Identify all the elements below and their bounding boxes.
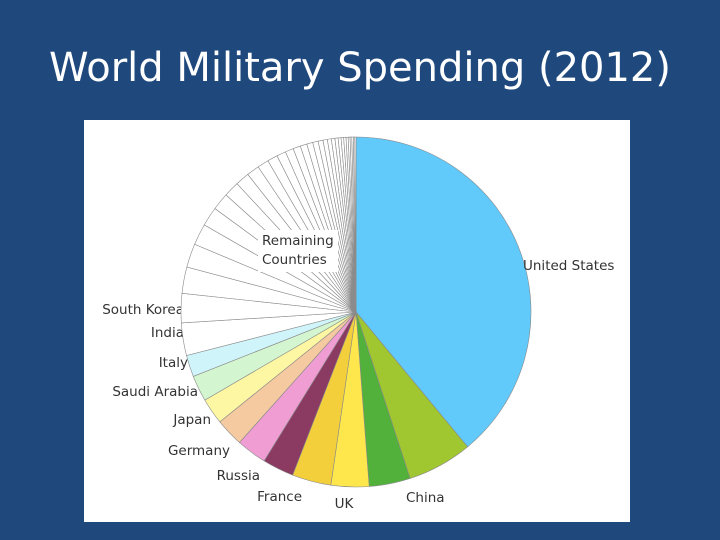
- slice-label-remaining-countries: Remaining Countries: [262, 233, 334, 268]
- slide-title: World Military Spending (2012): [49, 45, 671, 91]
- slice-label-united-states: United States: [523, 258, 614, 274]
- slice-label-japan: Japan: [172, 412, 211, 428]
- pie-slice-remaining-32: [354, 136, 357, 313]
- slice-label-france: France: [257, 489, 302, 505]
- slice-label-south-korea: South Korea: [102, 302, 184, 318]
- pie-chart: United States China UK France Russia Germany J…: [102, 136, 614, 512]
- slice-label-italy: Italy: [159, 355, 188, 371]
- slice-label-russia: Russia: [217, 468, 260, 484]
- slice-label-uk: UK: [335, 496, 355, 512]
- slice-label-india: India: [151, 325, 184, 341]
- pie-slice-united-states: [355, 136, 532, 448]
- slice-label-china: China: [406, 490, 445, 506]
- remaining-label-background: [258, 230, 338, 272]
- chart-panel: United States China UK France Russia Germany J…: [84, 120, 630, 522]
- slice-label-germany: Germany: [168, 443, 230, 459]
- slice-label-saudi-arabia: Saudi Arabia: [112, 384, 198, 400]
